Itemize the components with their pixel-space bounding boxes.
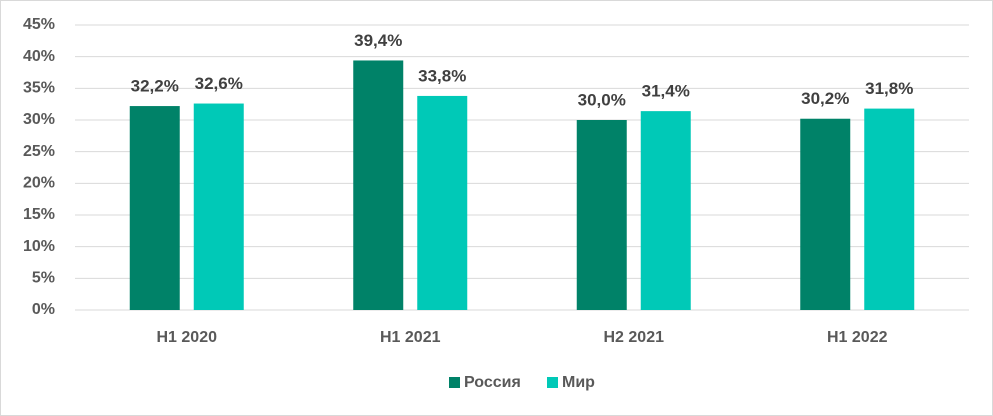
x-tick-label: H1 2022 [827,329,888,346]
value-label: 30,2% [801,89,849,108]
y-tick-label: 20% [23,175,55,192]
value-label: 30,0% [578,90,626,109]
value-label: 39,4% [354,31,402,50]
y-tick-label: 40% [23,48,55,65]
bar [800,118,851,310]
y-tick-label: 45% [23,16,55,33]
legend-swatch [449,377,460,388]
y-tick-label: 0% [32,301,55,318]
legend-label: Мир [562,374,595,391]
value-label: 32,2% [131,77,179,96]
y-tick-label: 25% [23,143,55,160]
bar [193,103,244,311]
y-tick-label: 10% [23,238,55,255]
y-tick-label: 5% [32,270,55,287]
x-tick-label: H1 2020 [157,329,218,346]
legend-label: Россия [464,374,521,391]
bar [640,111,691,310]
bar [353,60,404,310]
legend-swatch [547,377,558,388]
y-tick-label: 35% [23,80,55,97]
bar [129,106,180,310]
x-tick-label: H1 2021 [380,329,441,346]
bar [864,108,915,310]
bar [576,120,627,310]
y-tick-label: 15% [23,206,55,223]
value-label: 31,8% [865,79,913,98]
value-label: 33,8% [418,66,466,85]
x-tick-label: H2 2021 [604,329,665,346]
value-label: 31,4% [642,82,690,101]
y-tick-label: 30% [23,111,55,128]
bar [417,95,468,310]
value-label: 32,6% [195,74,243,93]
